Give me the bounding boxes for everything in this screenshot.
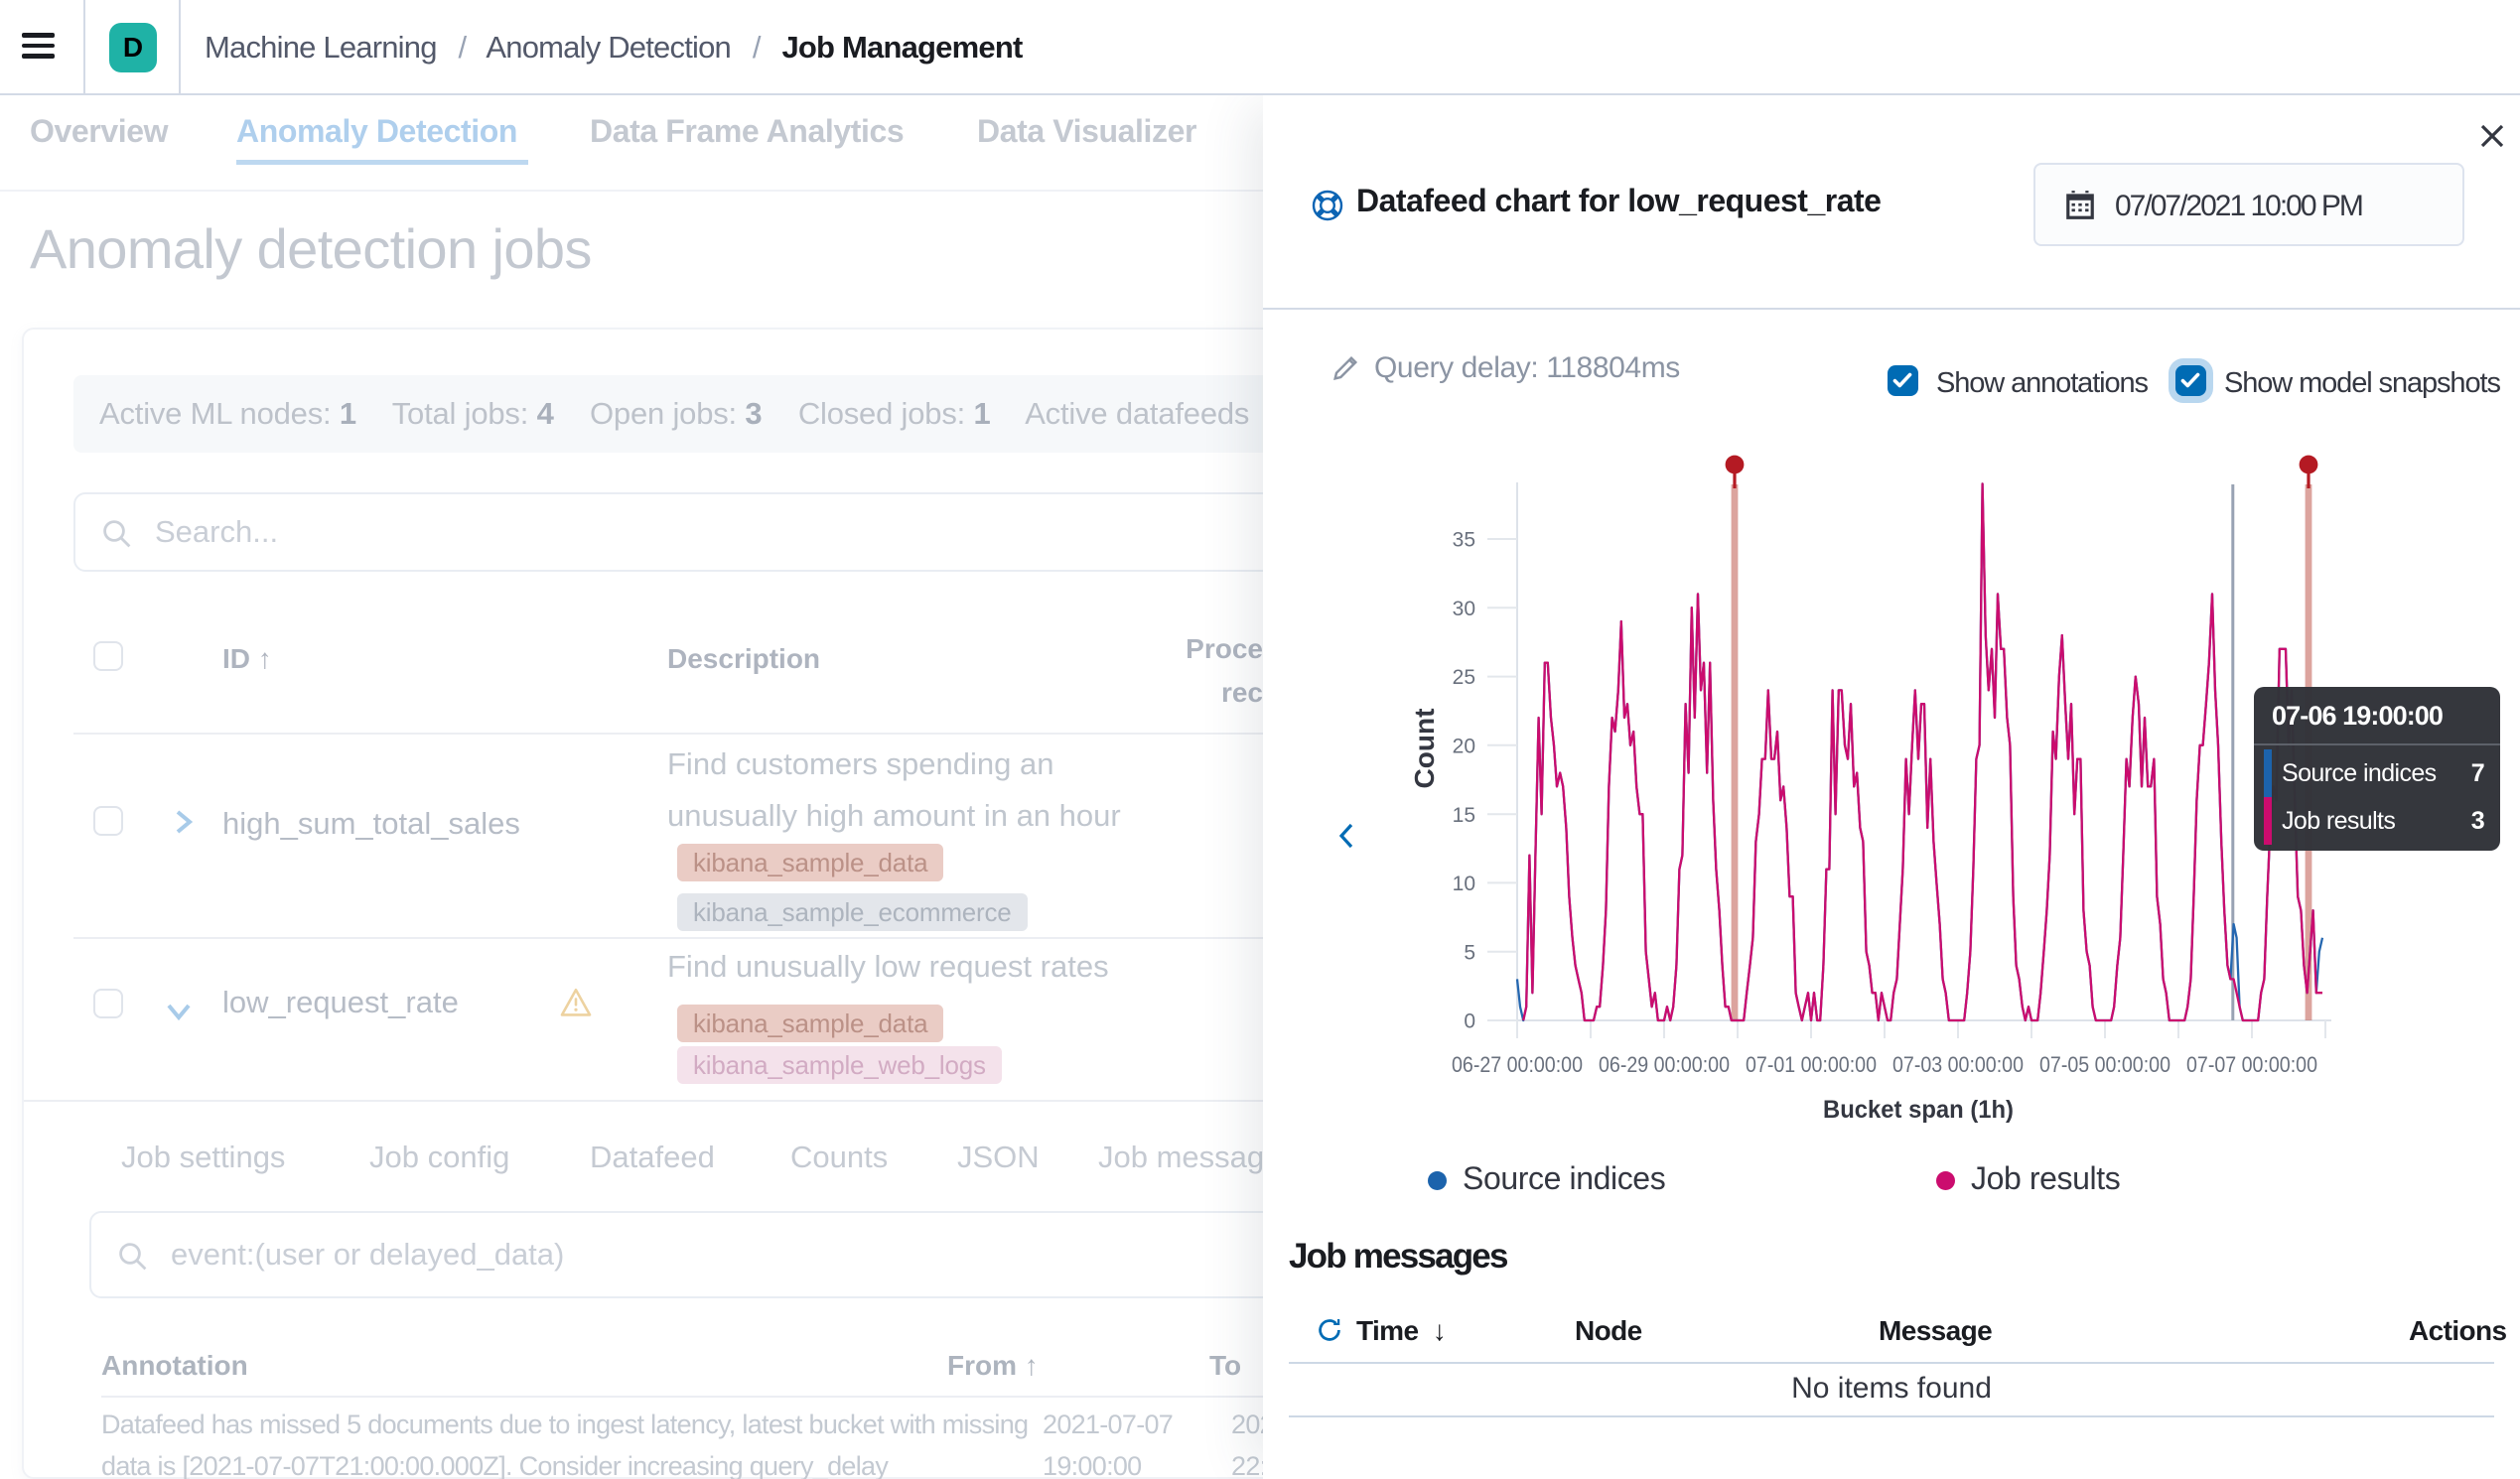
- svg-text:06-29 00:00:00: 06-29 00:00:00: [1599, 1052, 1730, 1077]
- svg-text:Bucket span (1h): Bucket span (1h): [1823, 1096, 2014, 1124]
- svg-text:35: 35: [1453, 529, 1475, 552]
- svg-text:07-07 00:00:00: 07-07 00:00:00: [2186, 1052, 2317, 1077]
- svg-text:Count: Count: [1409, 709, 1440, 789]
- svg-text:10: 10: [1453, 873, 1475, 895]
- svg-text:07-03 00:00:00: 07-03 00:00:00: [1892, 1052, 2024, 1077]
- svg-text:30: 30: [1453, 598, 1475, 620]
- svg-text:20: 20: [1453, 735, 1475, 757]
- svg-text:15: 15: [1453, 804, 1475, 827]
- svg-text:06-27 00:00:00: 06-27 00:00:00: [1452, 1052, 1583, 1077]
- svg-text:25: 25: [1453, 666, 1475, 689]
- svg-text:07-05 00:00:00: 07-05 00:00:00: [2039, 1052, 2170, 1077]
- svg-text:5: 5: [1464, 941, 1475, 964]
- svg-text:07-01 00:00:00: 07-01 00:00:00: [1746, 1052, 1877, 1077]
- svg-text:0: 0: [1464, 1010, 1475, 1033]
